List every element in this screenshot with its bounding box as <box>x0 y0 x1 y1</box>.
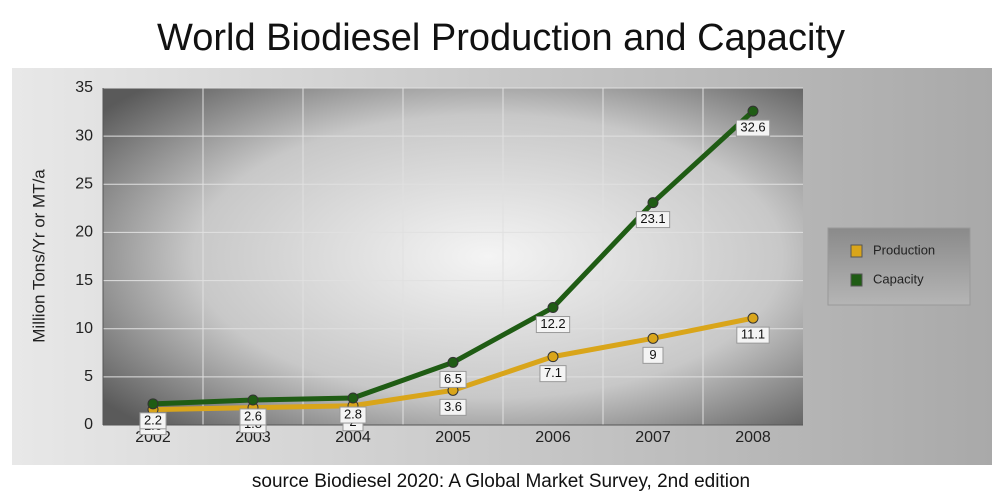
data-point <box>647 197 659 209</box>
data-label: 2.6 <box>244 408 262 423</box>
data-label-box <box>635 211 671 229</box>
data-label: 3.6 <box>444 399 462 414</box>
chart-title: World Biodiesel Production and Capacity <box>157 17 845 59</box>
data-label-box <box>139 412 167 430</box>
data-point <box>247 394 259 406</box>
legend <box>827 227 971 306</box>
data-point <box>747 105 759 117</box>
y-axis-label: Million Tons/Yr or MT/a <box>29 169 48 343</box>
data-point <box>647 332 659 344</box>
x-tick-label: 2003 <box>235 429 271 446</box>
data-label: 12.2 <box>540 316 565 331</box>
data-point <box>447 356 459 368</box>
data-label: 7.1 <box>544 365 562 380</box>
y-tick-label: 5 <box>84 368 93 385</box>
x-tick-label: 2007 <box>635 429 671 446</box>
data-label-box <box>535 316 571 334</box>
data-label-box <box>439 370 467 388</box>
data-label-box <box>642 346 664 364</box>
data-label: 6.5 <box>444 371 462 386</box>
data-label: 9 <box>649 347 656 362</box>
x-tick-label: 2008 <box>735 429 771 446</box>
data-label-box <box>736 326 770 344</box>
data-point <box>547 351 559 363</box>
legend-label: Production <box>873 242 935 257</box>
x-tick-label: 2006 <box>535 429 571 446</box>
data-label-box <box>735 119 771 137</box>
data-label-box <box>439 398 467 416</box>
data-label: 11.1 <box>741 327 765 342</box>
legend-swatch <box>850 273 863 287</box>
y-tick-label: 25 <box>75 176 93 193</box>
data-label: 2.8 <box>344 406 362 421</box>
y-tick-label: 10 <box>75 320 93 337</box>
data-point <box>147 398 159 410</box>
data-label-box <box>539 365 567 383</box>
x-tick-label: 2005 <box>435 429 471 446</box>
data-point <box>547 302 559 314</box>
y-tick-label: 35 <box>75 79 93 96</box>
data-point <box>747 312 759 324</box>
data-label-box <box>339 406 367 424</box>
data-point <box>347 392 359 404</box>
data-label-box <box>239 408 267 426</box>
y-tick-label: 15 <box>75 272 93 289</box>
data-label: 2.2 <box>144 412 162 427</box>
y-tick-label: 20 <box>75 224 93 241</box>
y-tick-label: 30 <box>75 127 93 144</box>
data-label: 32.6 <box>740 120 765 135</box>
data-label: 23.1 <box>640 211 665 226</box>
source-note: source Biodiesel 2020: A Global Market S… <box>252 471 750 492</box>
y-tick-label: 0 <box>84 416 93 433</box>
legend-swatch <box>850 244 863 258</box>
legend-label: Capacity <box>873 271 924 286</box>
plot-area <box>103 88 803 425</box>
x-tick-label: 2004 <box>335 429 371 446</box>
